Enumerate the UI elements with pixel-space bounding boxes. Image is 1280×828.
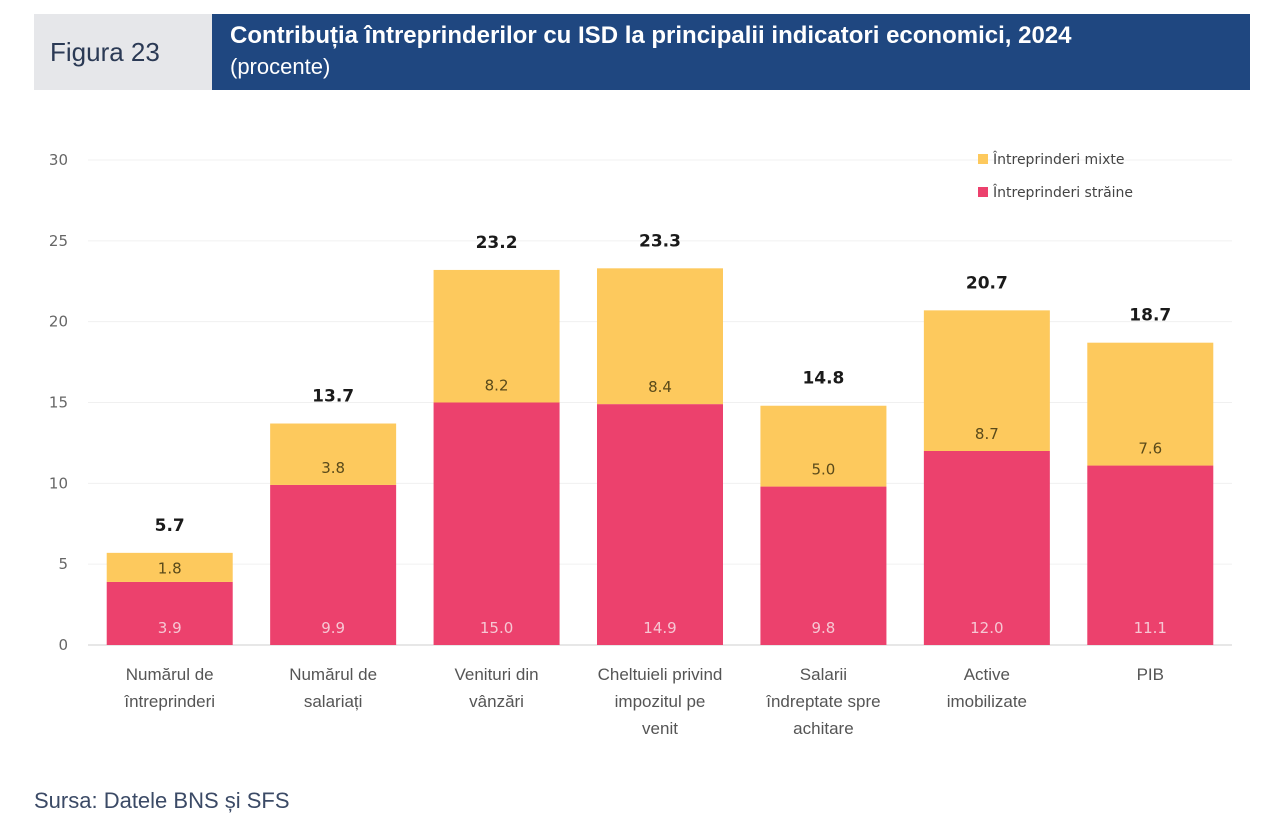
data-label-total: 23.2 <box>476 233 518 253</box>
bar-segment-mixte <box>1087 342 1214 466</box>
x-tick-label: impozitul pe <box>615 692 706 711</box>
data-label-mixte: 5.0 <box>811 461 835 479</box>
figure-header: Figura 23 Contribuția întreprinderilor c… <box>34 14 1250 90</box>
x-tick-label: Salarii <box>800 665 847 684</box>
y-tick-label: 25 <box>49 232 68 250</box>
data-label-total: 23.3 <box>639 231 681 251</box>
x-tick-label: Numărul de <box>289 665 377 684</box>
stacked-bar-chart: 0 5 10 15 20 25 30 3.9 1.8 5.7 Numărul de întreprin… <box>49 150 1232 738</box>
bar-segment-mixte <box>433 269 560 403</box>
chart-title: Contribuția întreprinderilor cu ISD la p… <box>230 22 1072 49</box>
bar-segment-straine <box>433 402 560 645</box>
x-tick-label: achitare <box>793 719 853 738</box>
y-tick-label: 15 <box>49 394 68 412</box>
legend-swatch <box>978 187 988 197</box>
chart-subtitle: (procente) <box>230 54 331 79</box>
y-tick-label: 30 <box>49 151 68 169</box>
x-tick-label: Numărul de <box>126 665 214 684</box>
data-label-straine: 15.0 <box>480 619 513 637</box>
y-tick-label: 5 <box>58 555 68 573</box>
y-tick-label: 0 <box>58 636 68 654</box>
data-label-total: 20.7 <box>966 273 1008 293</box>
bar-segment-mixte <box>270 423 397 485</box>
data-label-mixte: 3.8 <box>321 459 345 477</box>
x-tick-label: Active <box>964 665 1010 684</box>
bar-segment-mixte <box>760 405 887 487</box>
data-label-mixte: 8.2 <box>485 377 509 395</box>
data-label-straine: 3.9 <box>158 619 182 637</box>
x-tick-label: venit <box>642 719 678 738</box>
x-tick-label: Cheltuieli privind <box>598 665 723 684</box>
x-tick-label: imobilizate <box>947 692 1027 711</box>
x-tick-label: Venituri din <box>455 665 539 684</box>
x-tick-label: salariați <box>304 692 363 711</box>
bar-segment-mixte <box>597 268 723 405</box>
bar-segment-straine <box>597 404 723 645</box>
data-label-straine: 14.9 <box>643 619 676 637</box>
data-label-total: 14.8 <box>802 369 844 389</box>
data-label-mixte: 7.6 <box>1138 440 1162 458</box>
data-label-straine: 11.1 <box>1134 619 1167 637</box>
bar-segment-straine <box>923 451 1050 645</box>
data-label-straine: 9.8 <box>811 619 835 637</box>
x-tick-label: întreprinderi <box>123 692 215 711</box>
data-label-total: 5.7 <box>155 516 185 536</box>
data-label-mixte: 8.4 <box>648 378 672 396</box>
source-note: Sursa: Datele BNS și SFS <box>34 788 290 813</box>
x-tick-label: vânzări <box>469 692 524 711</box>
figure-title-box: Contribuția întreprinderilor cu ISD la p… <box>212 14 1250 90</box>
bar-segment-straine <box>1087 465 1214 645</box>
figure-label: Figura 23 <box>34 14 212 90</box>
bar-segment-straine <box>760 486 887 645</box>
legend-label: Întreprinderi străine <box>992 183 1133 201</box>
bar-segment-straine <box>106 581 233 645</box>
legend-swatch <box>978 154 988 164</box>
x-tick-label: PIB <box>1137 665 1164 684</box>
data-label-total: 18.7 <box>1129 306 1171 326</box>
data-label-mixte: 8.7 <box>975 425 999 443</box>
data-label-straine: 12.0 <box>970 619 1003 637</box>
bar-segment-straine <box>270 484 397 645</box>
data-label-straine: 9.9 <box>321 619 345 637</box>
bar-segment-mixte <box>106 552 233 582</box>
x-tick-label: îndreptate spre <box>765 692 880 711</box>
bar-segment-mixte <box>923 310 1050 451</box>
y-tick-label: 10 <box>49 474 68 492</box>
data-label-mixte: 1.8 <box>158 559 182 577</box>
y-tick-label: 20 <box>49 313 68 331</box>
legend-label: Întreprinderi mixte <box>992 150 1124 168</box>
data-label-total: 13.7 <box>312 387 354 407</box>
